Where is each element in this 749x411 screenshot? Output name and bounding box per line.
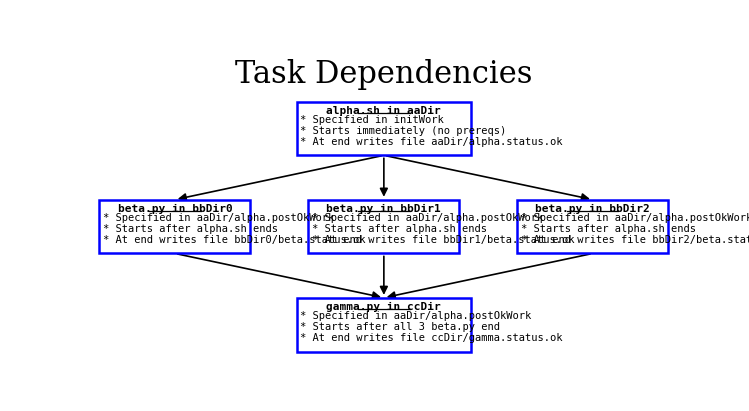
Text: * Starts after alpha.sh ends: * Starts after alpha.sh ends <box>312 224 487 234</box>
Text: * Specified in aaDir/alpha.postOkWork: * Specified in aaDir/alpha.postOkWork <box>521 213 749 223</box>
Text: beta.py in bbDir0: beta.py in bbDir0 <box>118 204 232 214</box>
Text: * At end writes file aaDir/alpha.status.ok: * At end writes file aaDir/alpha.status.… <box>300 137 562 147</box>
FancyBboxPatch shape <box>297 102 471 155</box>
Text: beta.py in bbDir2: beta.py in bbDir2 <box>536 204 650 214</box>
Text: * At end writes file ccDir/gamma.status.ok: * At end writes file ccDir/gamma.status.… <box>300 333 562 343</box>
Text: * At end writes file bbDir1/beta.status.ok: * At end writes file bbDir1/beta.status.… <box>312 235 574 245</box>
Text: * Specified in aaDir/alpha.postOkWork: * Specified in aaDir/alpha.postOkWork <box>312 213 543 223</box>
FancyBboxPatch shape <box>309 200 459 254</box>
Text: beta.py in bbDir1: beta.py in bbDir1 <box>327 204 441 214</box>
Text: * At end writes file bbDir2/beta.status.ok: * At end writes file bbDir2/beta.status.… <box>521 235 749 245</box>
Text: gamma.py in ccDir: gamma.py in ccDir <box>327 302 441 312</box>
FancyBboxPatch shape <box>100 200 250 254</box>
Text: * Specified in aaDir/alpha.postOkWork: * Specified in aaDir/alpha.postOkWork <box>103 213 334 223</box>
Text: alpha.sh in aaDir: alpha.sh in aaDir <box>327 106 441 115</box>
Text: * Starts immediately (no prereqs): * Starts immediately (no prereqs) <box>300 126 506 136</box>
FancyBboxPatch shape <box>297 298 471 351</box>
Text: * At end writes file bbDir0/beta.status.ok: * At end writes file bbDir0/beta.status.… <box>103 235 366 245</box>
Text: Task Dependencies: Task Dependencies <box>235 59 533 90</box>
Text: * Specified in aaDir/alpha.postOkWork: * Specified in aaDir/alpha.postOkWork <box>300 312 532 321</box>
Text: * Specified in initWork: * Specified in initWork <box>300 115 444 125</box>
Text: * Starts after alpha.sh ends: * Starts after alpha.sh ends <box>103 224 278 234</box>
Text: * Starts after all 3 beta.py end: * Starts after all 3 beta.py end <box>300 322 500 332</box>
Text: * Starts after alpha.sh ends: * Starts after alpha.sh ends <box>521 224 696 234</box>
FancyBboxPatch shape <box>518 200 668 254</box>
